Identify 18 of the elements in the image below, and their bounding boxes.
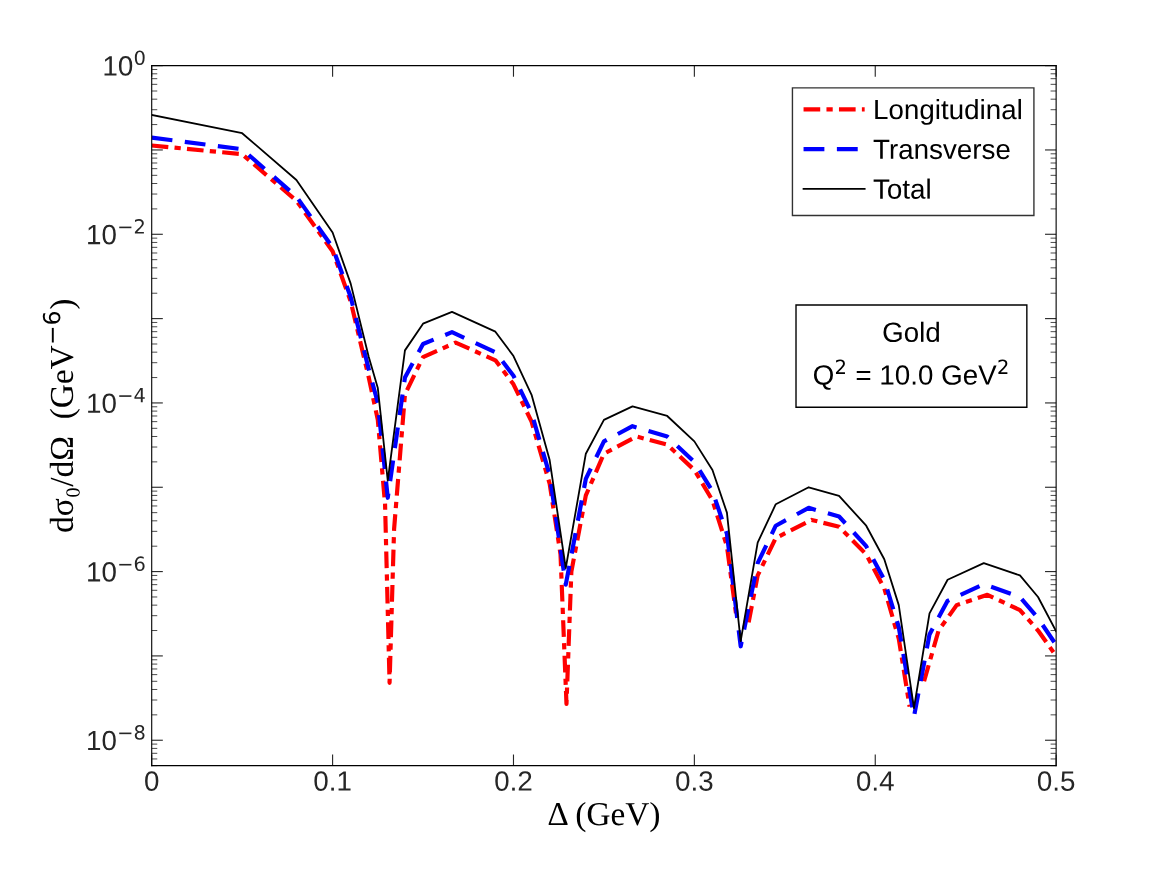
x-tick-label: 0.4 bbox=[857, 771, 894, 791]
y-tick-label: 10$^{−8}$ bbox=[88, 725, 145, 751]
legend-label: Longitudinal bbox=[875, 98, 1021, 125]
y-tick-label: 10$^{0}$ bbox=[104, 50, 145, 76]
annotation: Gold bbox=[883, 321, 939, 343]
x-tick-label: 0.5 bbox=[1037, 771, 1075, 791]
legend-label: Transverse bbox=[873, 139, 1010, 160]
annotation: Q$^{2}$ = 10.0 GeV$^{2}$ bbox=[813, 359, 1008, 390]
x-tick-label: 0 bbox=[145, 771, 159, 791]
x-axis-title: Δ (GeV) bbox=[548, 801, 659, 833]
legend-label: Total bbox=[873, 178, 930, 199]
y-tick-label: 10$^{−2}$ bbox=[88, 219, 144, 245]
y-tick-label: 10$^{−4}$ bbox=[88, 388, 145, 414]
y-axis-title: dσ₀/dΩ (GeV$^{−6}$) bbox=[42, 300, 80, 532]
x-tick-label: 0.3 bbox=[676, 771, 713, 791]
x-tick-label: 0.1 bbox=[314, 771, 351, 791]
y-tick-label: 10$^{−6}$ bbox=[88, 556, 145, 582]
x-tick-label: 0.2 bbox=[495, 771, 532, 791]
